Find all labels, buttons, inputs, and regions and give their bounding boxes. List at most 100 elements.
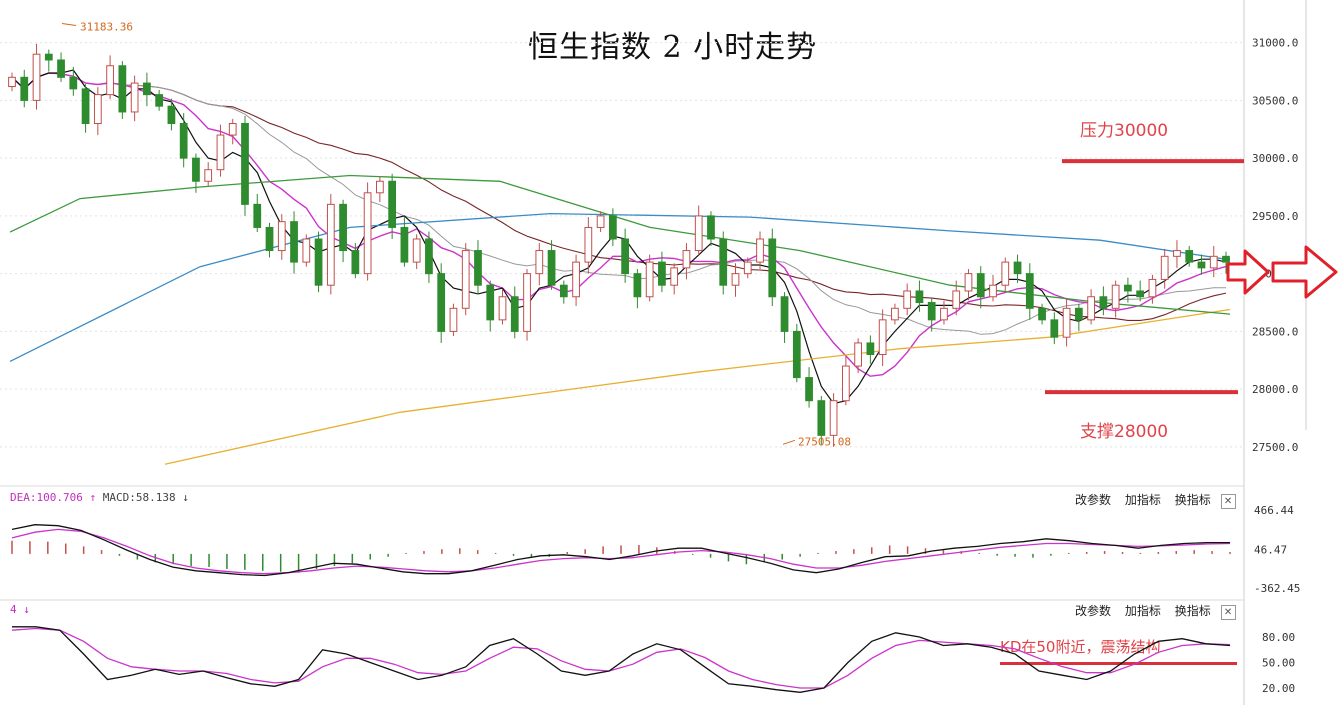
moving-average-lines <box>9 69 1231 465</box>
candle-down <box>621 238 630 275</box>
candle-up <box>93 94 102 124</box>
candle-up <box>989 284 997 298</box>
price-tick-label: 28000.0 <box>1252 383 1298 396</box>
kd-value: 4 <box>10 603 17 616</box>
down-arrow-icon: ↓ <box>23 603 30 616</box>
candle-up <box>326 203 335 286</box>
candle-up <box>645 261 654 298</box>
candle-down <box>253 203 262 228</box>
candle-up <box>903 290 912 309</box>
price-axis: 31000.030500.030000.029500.029000.028500… <box>1252 37 1298 454</box>
candle-down <box>179 123 188 159</box>
candle-down <box>817 400 826 436</box>
candle-down <box>290 221 298 263</box>
kd-tick-label: 20.00 <box>1262 682 1295 695</box>
down-arrow-icon: ↓ <box>182 491 189 504</box>
kd-switch-indicator-button[interactable]: 换指标 <box>1174 604 1211 618</box>
price-tick-label: 31000.0 <box>1252 37 1298 50</box>
candle-down <box>1025 273 1034 309</box>
kd-legend: 4 ↓ <box>10 603 30 616</box>
ma-black-line <box>11 69 1227 405</box>
candle-down <box>792 330 801 379</box>
candle-up <box>572 261 580 298</box>
candle-up <box>670 267 679 286</box>
candle-down <box>1222 255 1230 263</box>
macd-toolbar: 改参数 加指标 换指标 ✕ <box>1075 491 1236 509</box>
candle-down <box>1185 250 1194 263</box>
candle-down <box>425 238 433 275</box>
candle-down <box>1197 261 1206 269</box>
support-label: 支撑28000 <box>1080 422 1169 442</box>
macd-tick-label: 46.47 <box>1254 544 1287 557</box>
candle-down <box>400 226 409 263</box>
candle-down <box>388 180 397 228</box>
candle-up <box>940 307 948 321</box>
candle-down <box>118 65 127 113</box>
candle-down <box>707 215 715 240</box>
candle-down <box>314 238 323 286</box>
candle-up <box>363 192 372 275</box>
candle-up <box>277 221 286 252</box>
candle-up <box>1160 255 1169 280</box>
candle-up <box>412 238 421 263</box>
candle-down <box>486 284 495 321</box>
k-line <box>12 626 1231 693</box>
kd-close-icon[interactable]: ✕ <box>1220 605 1236 620</box>
support-resistance-lines <box>1045 159 1244 395</box>
price-tick-label: 29500.0 <box>1252 210 1298 223</box>
candle-up <box>584 226 593 263</box>
candle-down <box>69 76 78 90</box>
resistance-label: 压力30000 <box>1080 121 1169 141</box>
macd-close-icon[interactable]: ✕ <box>1220 494 1236 509</box>
candle-down <box>559 284 568 298</box>
candle-up <box>878 319 887 356</box>
candle-up <box>694 215 703 252</box>
trend-arrows <box>1226 245 1338 299</box>
macd-legend: DEA:100.706 ↑ MACD:58.138 ↓ <box>10 491 189 504</box>
candle-down <box>510 296 519 332</box>
candles: 31183.36 27505.08 <box>8 20 1230 448</box>
dif-line <box>11 524 1230 577</box>
candle-down <box>143 82 151 96</box>
chart-title: 恒生指数 2 小时走势 <box>528 30 818 65</box>
low-label: 27505.08 <box>798 435 851 448</box>
candle-down <box>1124 284 1132 292</box>
kd-panel: 80.00 50.00 20.00 <box>11 626 1295 695</box>
macd-tick-label: -362.45 <box>1254 582 1300 595</box>
candle-down <box>866 342 875 356</box>
candle-down <box>1050 319 1059 338</box>
candle-up <box>461 250 470 309</box>
candle-down <box>719 238 728 286</box>
candle-down <box>351 250 360 275</box>
candle-up <box>228 123 237 136</box>
candle-up <box>449 307 458 332</box>
candle-down <box>768 238 777 298</box>
candle-down <box>547 250 556 286</box>
candle-up <box>8 76 16 88</box>
candle-up <box>1173 250 1181 257</box>
candle-down <box>780 296 789 332</box>
high-pointer <box>61 22 77 26</box>
ma60-line <box>9 174 1231 315</box>
candle-up <box>130 82 139 113</box>
candle-up <box>523 273 531 332</box>
candle-up <box>743 261 752 275</box>
kd-add-indicator-button[interactable]: 加指标 <box>1124 604 1161 618</box>
kd-edit-params-button[interactable]: 改参数 <box>1075 604 1112 618</box>
candle-down <box>927 302 936 321</box>
candle-down <box>1074 307 1083 321</box>
up-arrow-icon: ↑ <box>89 491 97 504</box>
candle-down <box>915 290 924 304</box>
macd-switch-indicator-button[interactable]: 换指标 <box>1174 493 1211 507</box>
dea-value: DEA:100.706 <box>10 491 83 504</box>
candle-up <box>952 290 961 309</box>
candle-down <box>474 250 482 286</box>
macd-value: MACD:58.138 <box>102 491 176 504</box>
candle-down <box>167 105 176 125</box>
macd-edit-params-button[interactable]: 改参数 <box>1075 493 1112 507</box>
macd-add-indicator-button[interactable]: 加指标 <box>1124 493 1161 507</box>
candle-down <box>1038 307 1046 321</box>
candle-up <box>1001 261 1010 286</box>
candle-up <box>1111 284 1120 309</box>
candle-down <box>155 94 164 107</box>
